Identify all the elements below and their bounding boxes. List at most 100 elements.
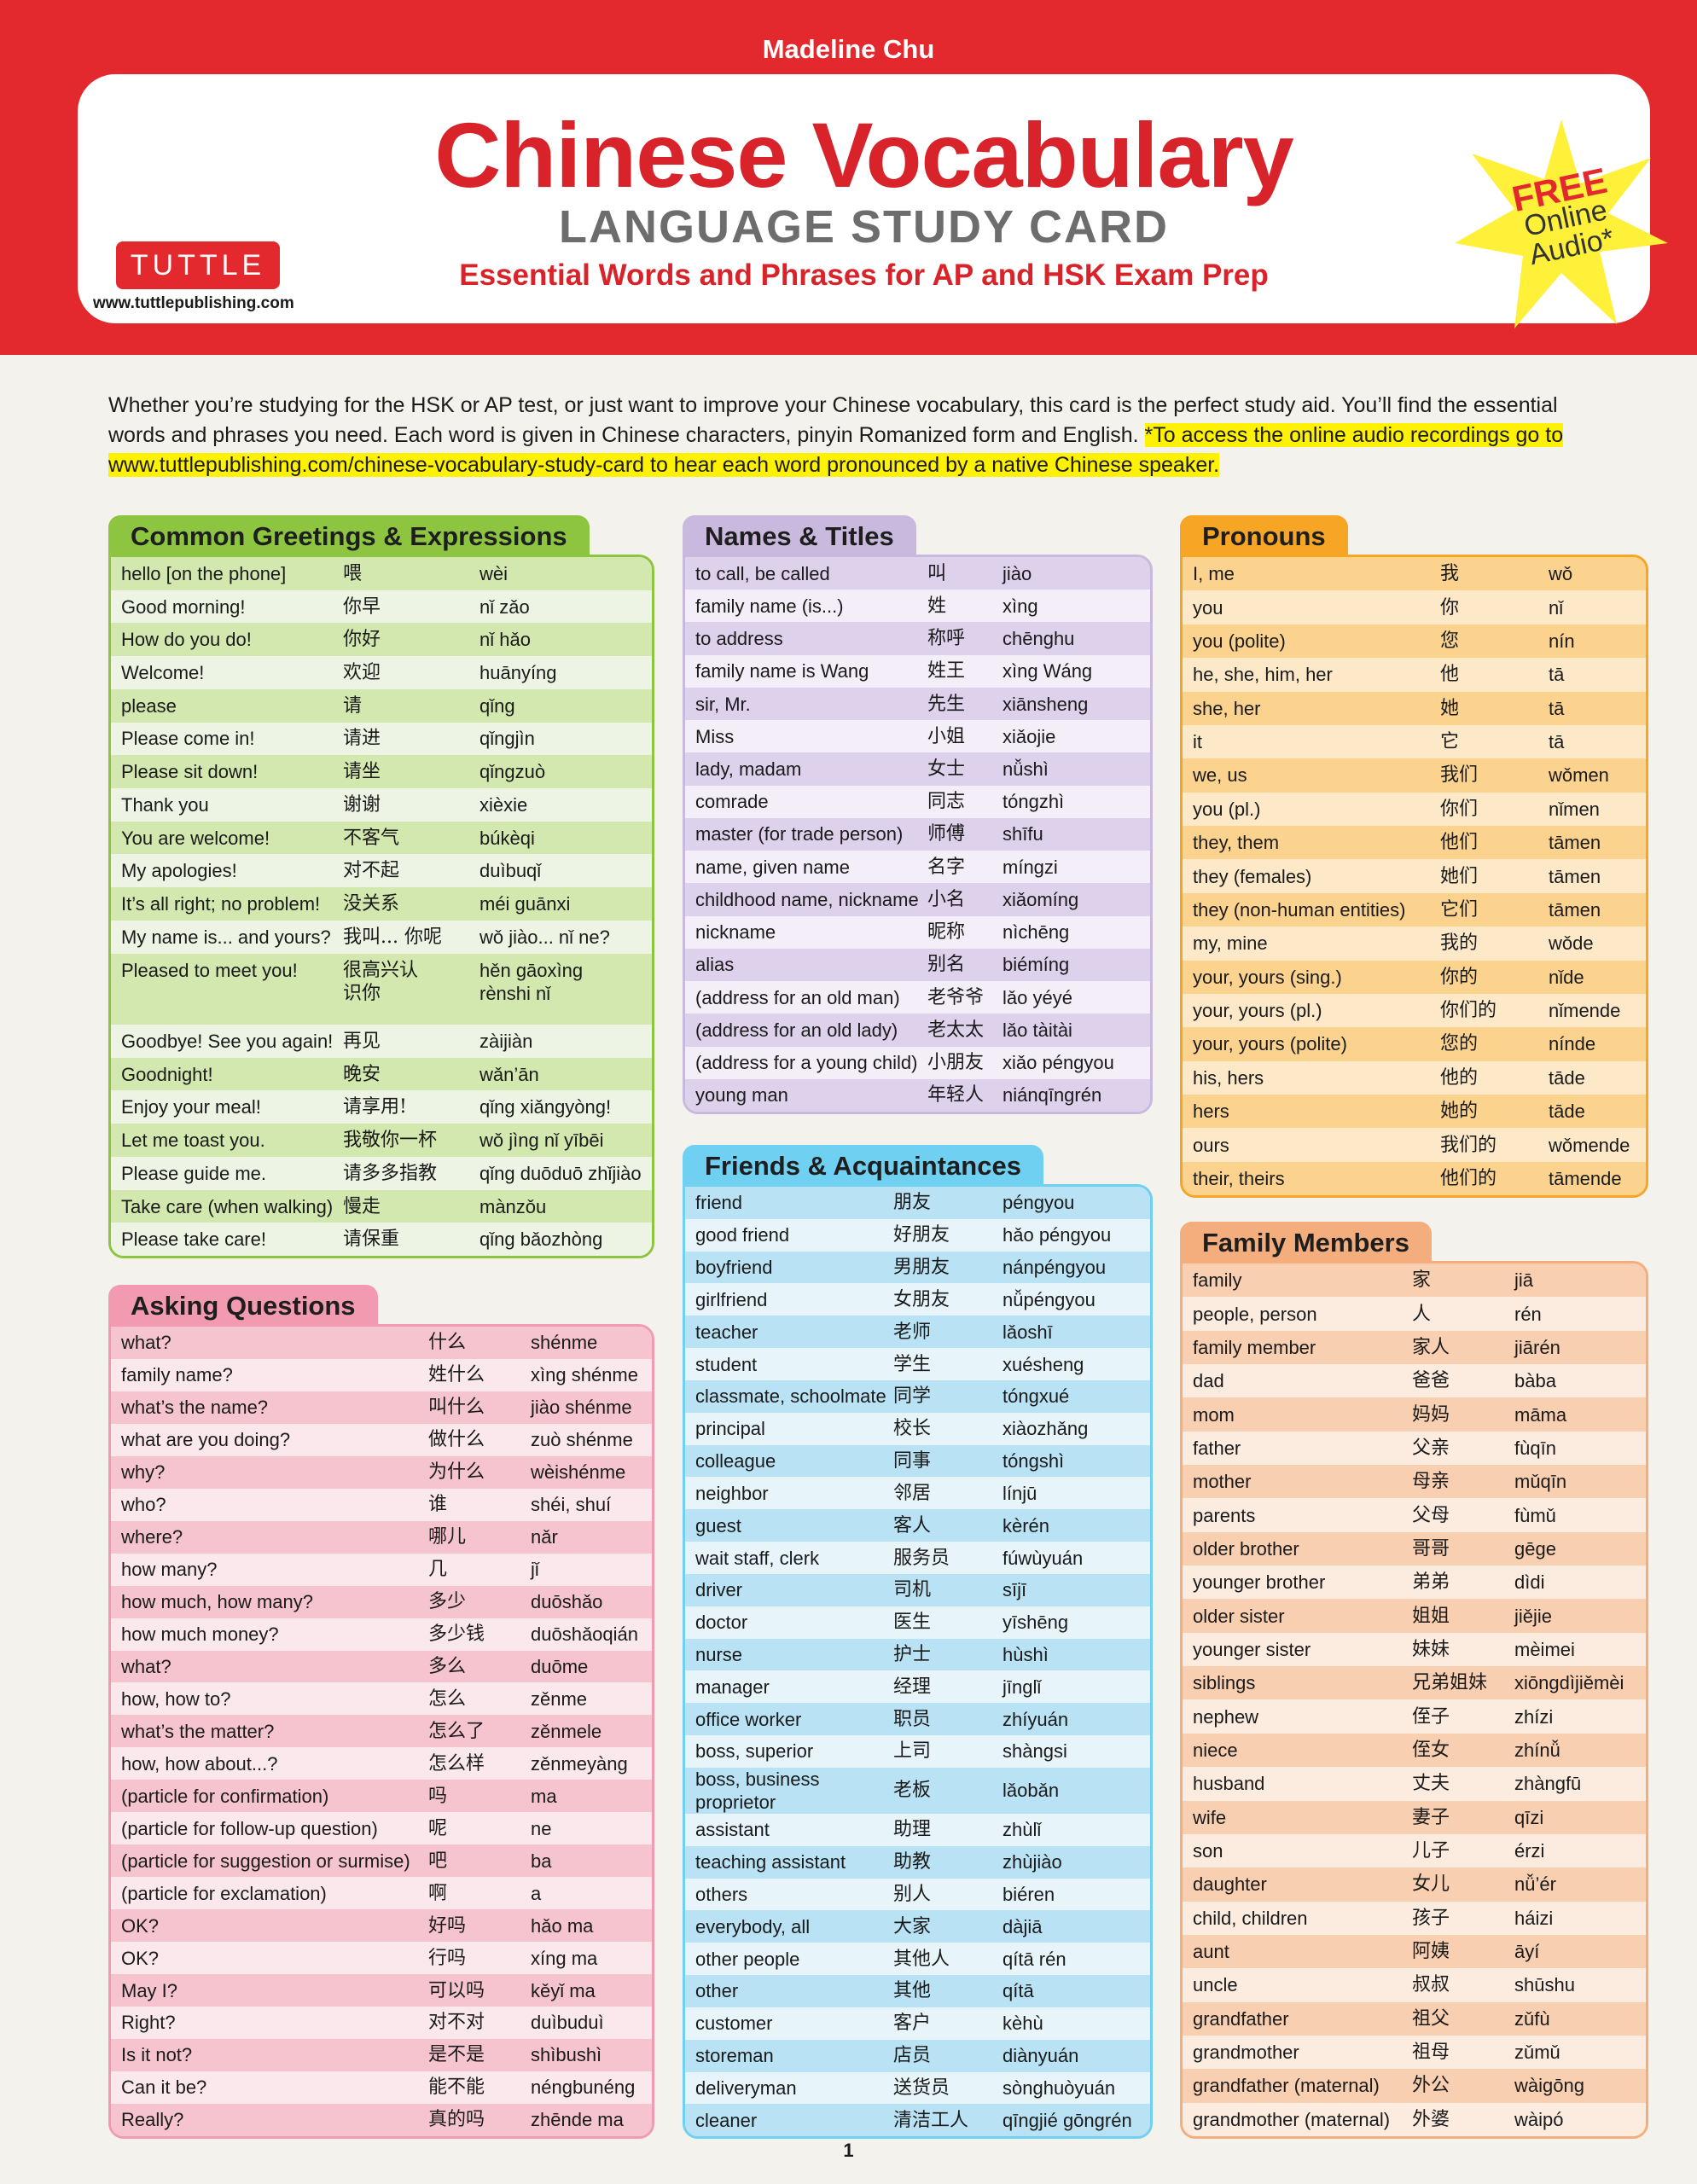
english-cell: Take care (when walking) <box>121 1195 334 1217</box>
chinese-cell: 我们 <box>1440 764 1479 787</box>
chinese-cell: 欢迎 <box>343 662 381 684</box>
vocab-row: how, how to? 怎么 zěnme <box>111 1682 652 1716</box>
vocab-row: principal 校长 xiàozhǎng <box>685 1412 1150 1445</box>
pinyin-cell: qítā <box>1003 1980 1034 2002</box>
english-cell: driver <box>695 1579 743 1601</box>
vocab-row: classmate, schoolmate 同学 tóngxué <box>685 1380 1150 1413</box>
chinese-cell: 孩子 <box>1412 1907 1450 1929</box>
chinese-cell: 女朋友 <box>893 1288 950 1310</box>
english-cell: nurse <box>695 1644 743 1665</box>
chinese-cell: 他的 <box>1440 1066 1479 1089</box>
chinese-cell: 您的 <box>1440 1033 1479 1055</box>
pinyin-cell: tāde <box>1549 1101 1585 1123</box>
section-family: Family Members family 家 jiā people, person 人 r… <box>1180 1222 1648 2139</box>
vocab-row: My apologies! 对不起 duìbuqǐ <box>111 854 652 888</box>
english-cell: Can it be? <box>121 2077 207 2099</box>
pinyin-cell: zǔfù <box>1514 2007 1550 2030</box>
pinyin-cell: hùshì <box>1003 1644 1049 1665</box>
chinese-cell: 女士 <box>927 758 966 781</box>
pinyin-cell: āyí <box>1514 1941 1540 1963</box>
pinyin-cell: xiàozhǎng <box>1003 1418 1089 1440</box>
vocab-row: grandmother (maternal) 外婆 wàipó <box>1183 2102 1646 2136</box>
pinyin-cell: ba <box>531 1850 552 1872</box>
vocab-row: family name? 姓什么 xìng shénme <box>111 1358 652 1391</box>
pinyin-cell: zǔmǔ <box>1514 2042 1560 2064</box>
english-cell: (particle for confirmation) <box>121 1785 329 1807</box>
vocab-row: they, them 他们 tāmen <box>1183 826 1646 860</box>
english-cell: (address for an old man) <box>695 986 900 1008</box>
pinyin-cell: wǒmende <box>1549 1134 1630 1156</box>
pinyin-cell: mànzǒu <box>479 1195 547 1217</box>
english-cell: neighbor <box>695 1482 769 1504</box>
english-cell: lady, madam <box>695 758 802 781</box>
chinese-cell: 客人 <box>893 1514 932 1536</box>
publisher-website[interactable]: www.tuttlepublishing.com <box>93 294 294 312</box>
tagline: Essential Words and Phrases for AP and H… <box>459 258 1269 292</box>
section-title: Family Members <box>1180 1222 1432 1263</box>
pinyin-cell: wèi <box>479 562 509 584</box>
chinese-cell: 护士 <box>893 1644 932 1665</box>
english-cell: Pleased to meet you! <box>121 959 298 981</box>
chinese-cell: 多少钱 <box>428 1623 485 1646</box>
vocab-row: she, her 她 tā <box>1183 691 1646 725</box>
intro-paragraph: Whether you’re studying for the HSK or A… <box>108 391 1614 480</box>
pinyin-cell: nǐ <box>1549 596 1564 619</box>
chinese-cell: 您 <box>1440 630 1460 652</box>
chinese-cell: 请保重 <box>343 1228 400 1251</box>
vocab-row: alias 别名 biémíng <box>685 948 1150 982</box>
pinyin-cell: duìbuduì <box>531 2012 604 2034</box>
pinyin-cell: tóngshì <box>1003 1450 1065 1472</box>
english-cell: Please guide me. <box>121 1162 266 1184</box>
chinese-cell: 叫什么 <box>428 1397 485 1419</box>
vocab-table: to call, be called 叫 jiào family name (is..… <box>683 555 1153 1114</box>
english-cell: mom <box>1193 1403 1235 1426</box>
chinese-cell: 老爷爷 <box>927 986 985 1008</box>
vocab-row: Thank you 谢谢 xièxie <box>111 788 652 822</box>
pinyin-cell: línjū <box>1003 1482 1037 1504</box>
chinese-cell: 怎么 <box>428 1687 467 1710</box>
chinese-cell: 邻居 <box>893 1482 932 1504</box>
chinese-cell: 其他人 <box>893 1948 950 1970</box>
chinese-cell: 吧 <box>428 1850 448 1872</box>
vocab-row: daughter 女儿 nǚ’ér <box>1183 1867 1646 1902</box>
section-friends: Friends & Acquaintances friend 朋友 péngyou go… <box>683 1145 1153 2139</box>
english-cell: OK? <box>121 1914 160 1937</box>
pinyin-cell: fùmǔ <box>1514 1504 1556 1526</box>
pinyin-cell: hǎo péngyou <box>1003 1224 1112 1246</box>
vocab-row: what? 多么 duōme <box>111 1650 652 1683</box>
english-cell: who? <box>121 1494 166 1516</box>
chinese-cell: 为什么 <box>428 1461 485 1484</box>
vocab-row: parents 父母 fùmǔ <box>1183 1498 1646 1532</box>
english-cell: sir, Mr. <box>695 693 751 715</box>
vocab-row: others 别人 biéren <box>685 1878 1150 1911</box>
chinese-cell: 没关系 <box>343 893 400 915</box>
chinese-cell: 晚安 <box>343 1063 381 1085</box>
english-cell: family name is Wang <box>695 660 869 682</box>
pinyin-cell: jīnglǐ <box>1003 1676 1042 1698</box>
pinyin-cell: tāmen <box>1549 865 1601 887</box>
english-cell: son <box>1193 1840 1223 1862</box>
vocab-row: mom 妈妈 māma <box>1183 1397 1646 1432</box>
english-cell: nickname <box>695 921 776 944</box>
english-cell: what’s the matter? <box>121 1720 275 1742</box>
chinese-cell: 他们的 <box>1440 1167 1497 1189</box>
vocab-row: cleaner 清洁工人 qīngjié gōngrén <box>685 2104 1150 2136</box>
vocab-row: ours 我们的 wǒmende <box>1183 1128 1646 1162</box>
english-cell: family member <box>1193 1336 1316 1358</box>
english-cell: manager <box>695 1676 770 1698</box>
pinyin-cell: zhàngfū <box>1514 1773 1582 1795</box>
vocab-row: mother 母亲 mǔqīn <box>1183 1465 1646 1499</box>
english-cell: teacher <box>695 1321 758 1343</box>
pinyin-cell: rén <box>1514 1303 1542 1325</box>
pinyin-cell: xiǎo péngyou <box>1003 1052 1114 1074</box>
chinese-cell: 店员 <box>893 2045 932 2067</box>
vocab-table: what? 什么 shénme family name? 姓什么 xìng shénme w… <box>108 1324 654 2139</box>
chinese-cell: 同事 <box>893 1450 932 1472</box>
english-cell: they, them <box>1193 832 1280 854</box>
chinese-cell: 哪儿 <box>428 1526 467 1548</box>
english-cell: their, theirs <box>1193 1167 1285 1189</box>
vocab-row: family name (is...) 姓 xìng <box>685 590 1150 623</box>
vocab-row: we, us 我们 wǒmen <box>1183 758 1646 793</box>
english-cell: hers <box>1193 1101 1229 1123</box>
vocab-row: good friend 好朋友 hǎo péngyou <box>685 1218 1150 1252</box>
